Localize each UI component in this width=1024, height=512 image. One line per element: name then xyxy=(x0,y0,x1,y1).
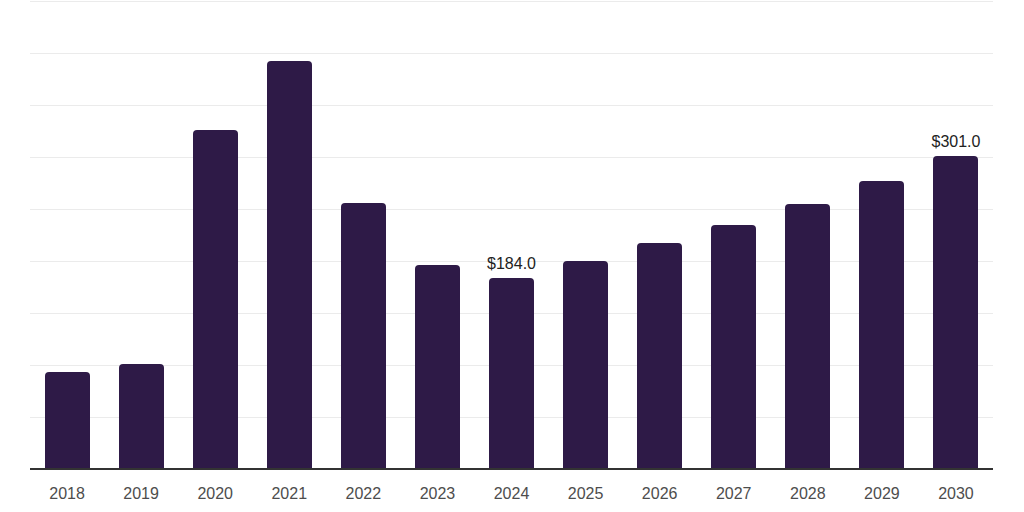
x-tick-label-2027: 2027 xyxy=(716,485,752,503)
bar-2021 xyxy=(267,61,312,469)
x-tick-label-2019: 2019 xyxy=(123,485,159,503)
x-tick-label-2022: 2022 xyxy=(346,485,382,503)
x-tick-label-2023: 2023 xyxy=(420,485,456,503)
bar-2019 xyxy=(119,364,164,469)
bar-2029 xyxy=(859,181,904,469)
x-tick-label-2029: 2029 xyxy=(864,485,900,503)
x-tick-label-2018: 2018 xyxy=(49,485,85,503)
bar-2026 xyxy=(637,243,682,469)
gridline-350 xyxy=(30,105,993,106)
x-tick-label-2030: 2030 xyxy=(938,485,974,503)
data-label-2024: $184.0 xyxy=(487,255,536,273)
bar-2024 xyxy=(489,278,534,469)
bar-2022 xyxy=(341,203,386,469)
bar-2030 xyxy=(933,156,978,469)
gridline-300 xyxy=(30,157,993,158)
x-tick-label-2028: 2028 xyxy=(790,485,826,503)
bar-2027 xyxy=(711,225,756,469)
bar-2025 xyxy=(563,261,608,469)
x-tick-label-2021: 2021 xyxy=(271,485,307,503)
data-label-2030: $301.0 xyxy=(931,133,980,151)
x-tick-label-2026: 2026 xyxy=(642,485,678,503)
x-tick-label-2024: 2024 xyxy=(494,485,530,503)
bar-2023 xyxy=(415,265,460,469)
gridline-250 xyxy=(30,209,993,210)
x-axis-line xyxy=(30,468,993,470)
bar-chart: 2018 2019 2020 2021 2022 2023 $184.0 2024 2025 20… xyxy=(0,0,1024,512)
x-tick-label-2020: 2020 xyxy=(197,485,233,503)
bar-2018 xyxy=(45,372,90,469)
bar-2020 xyxy=(193,130,238,469)
gridline-450 xyxy=(30,1,993,2)
x-tick-label-2025: 2025 xyxy=(568,485,604,503)
bar-2028 xyxy=(785,204,830,469)
gridline-400 xyxy=(30,53,993,54)
